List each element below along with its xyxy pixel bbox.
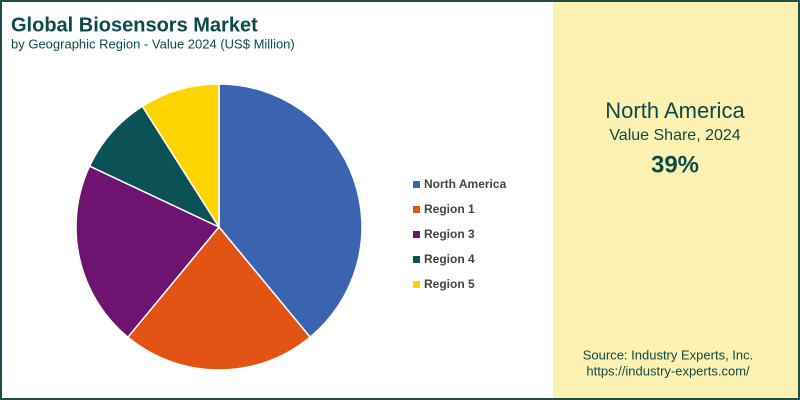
highlight-value: 39% (651, 151, 699, 178)
pie-slice (141, 83, 220, 230)
legend-label: Region 4 (424, 252, 475, 266)
chart-title: Global Biosensors Market (11, 14, 258, 36)
legend-swatch (413, 206, 420, 213)
side-panel (553, 0, 800, 400)
legend-swatch (413, 281, 420, 288)
highlight-label: Value Share, 2024 (609, 127, 740, 144)
pie-slice (218, 83, 363, 339)
highlight-name: North America (605, 98, 745, 123)
legend-label: Region 3 (424, 227, 475, 241)
legend-swatch (413, 256, 420, 263)
pie-slice (88, 105, 222, 229)
pie-slice (75, 165, 221, 339)
source-text: Source: Industry Experts, Inc. (583, 347, 754, 362)
pie-slice (126, 225, 312, 371)
chart-subtitle: by Geographic Region - Value 2024 (US$ M… (11, 36, 295, 51)
legend-swatch (413, 181, 420, 188)
source-url[interactable]: https://industry-experts.com/ (586, 363, 750, 378)
legend-label: North America (424, 177, 507, 191)
legend-swatch (413, 231, 420, 238)
legend-label: Region 1 (424, 202, 475, 216)
legend-label: Region 5 (424, 277, 475, 291)
